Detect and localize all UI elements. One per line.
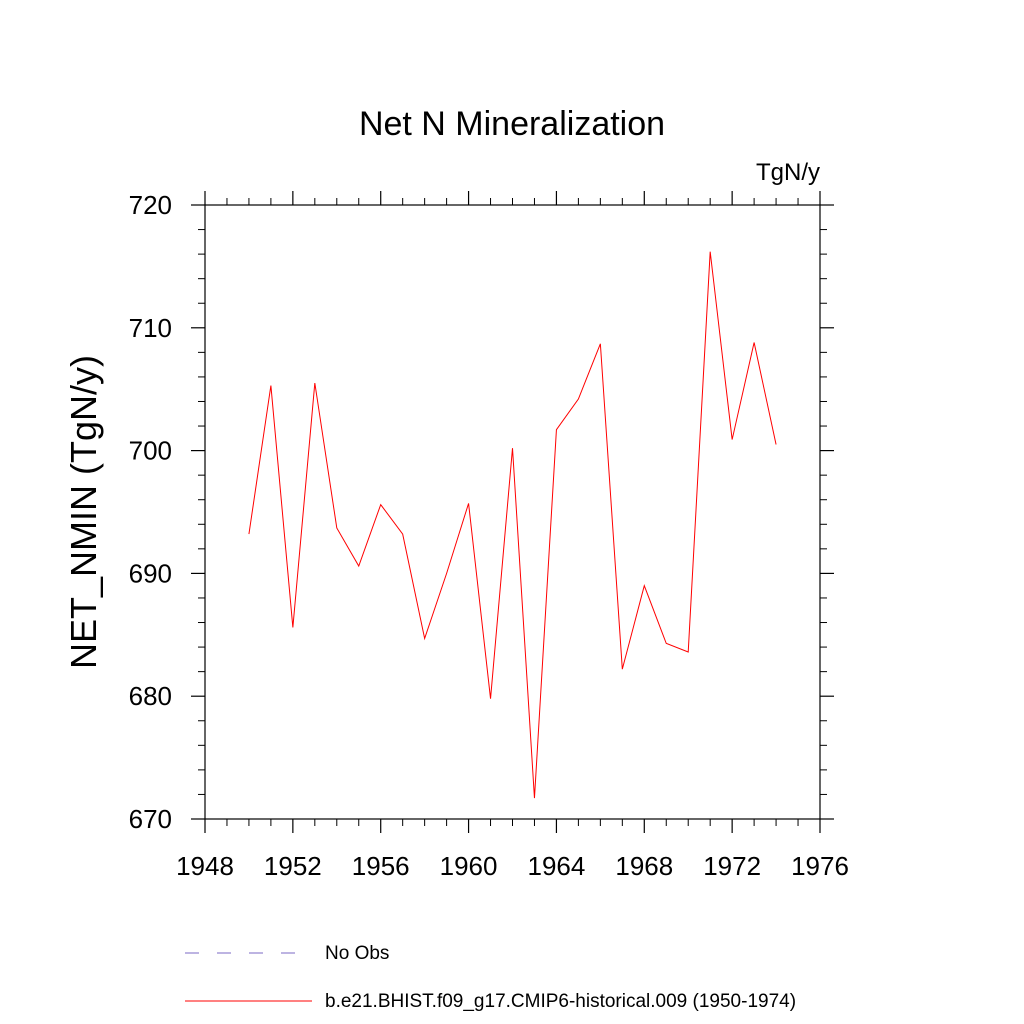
x-tick-label: 1972	[703, 851, 761, 881]
chart-title: Net N Mineralization	[359, 105, 665, 143]
legend-label-model: b.e21.BHIST.f09_g17.CMIP6-historical.009…	[325, 991, 796, 1012]
x-tick-label: 1976	[791, 851, 849, 881]
y-tick-label: 710	[129, 313, 172, 343]
axes: 1948 1952 1956 1960 1964 1968 1972 1976 670 680 69…	[129, 190, 849, 881]
plot-frame	[204, 204, 821, 820]
x-tick-label: 1956	[352, 851, 410, 881]
y-tick-label: 670	[129, 804, 172, 834]
y-axis-label: NET_NMIN (TgN/y)	[63, 355, 104, 669]
series-line-0	[248, 251, 777, 799]
y-tick-label: 720	[129, 190, 172, 220]
x-tick-label: 1960	[440, 851, 498, 881]
plot-area	[248, 251, 777, 799]
y-tick-label: 700	[129, 436, 172, 466]
legend: No Obs b.e21.BHIST.f09_g17.CMIP6-histori…	[185, 943, 796, 1012]
legend-label-no-obs: No Obs	[325, 943, 389, 964]
x-tick-label: 1948	[176, 851, 234, 881]
x-tick-label: 1952	[264, 851, 322, 881]
x-tick-label: 1968	[615, 851, 673, 881]
y-tick-label: 680	[129, 681, 172, 711]
y-tick-label: 690	[129, 558, 172, 588]
units-label: TgN/y	[756, 159, 820, 186]
x-tick-label: 1964	[528, 851, 586, 881]
